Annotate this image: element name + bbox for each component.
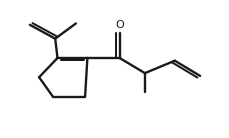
Text: O: O bbox=[115, 20, 123, 30]
